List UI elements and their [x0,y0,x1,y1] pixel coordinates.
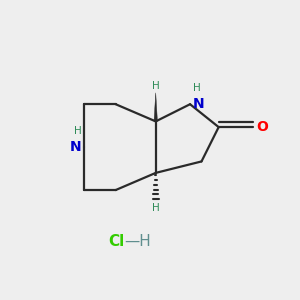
Polygon shape [154,93,158,122]
Text: O: O [256,120,268,134]
Text: —H: —H [124,234,151,249]
Text: N: N [193,97,205,111]
Text: H: H [193,83,201,94]
Text: H: H [74,126,81,136]
Text: H: H [152,203,160,213]
Text: Cl: Cl [108,234,124,249]
Text: N: N [70,140,81,154]
Text: H: H [152,81,160,91]
